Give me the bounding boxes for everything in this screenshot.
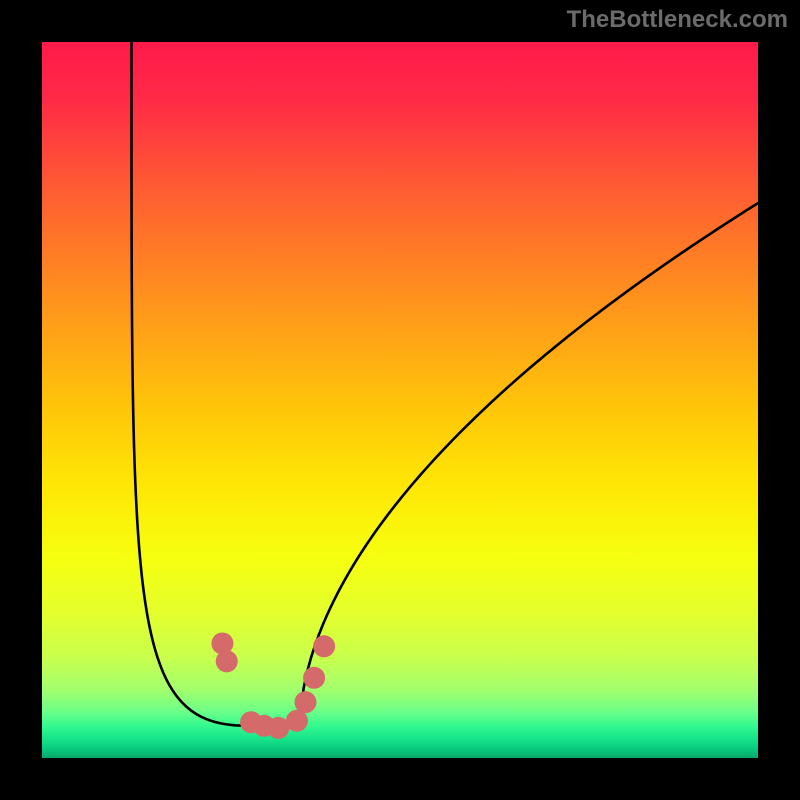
chart-frame (42, 42, 758, 758)
bottleneck-chart (42, 42, 758, 758)
curve-marker (303, 667, 325, 689)
curve-marker (294, 691, 316, 713)
curve-marker (216, 650, 238, 672)
gradient-background (42, 42, 758, 758)
curve-marker (313, 635, 335, 657)
watermark-text: TheBottleneck.com (567, 6, 788, 34)
